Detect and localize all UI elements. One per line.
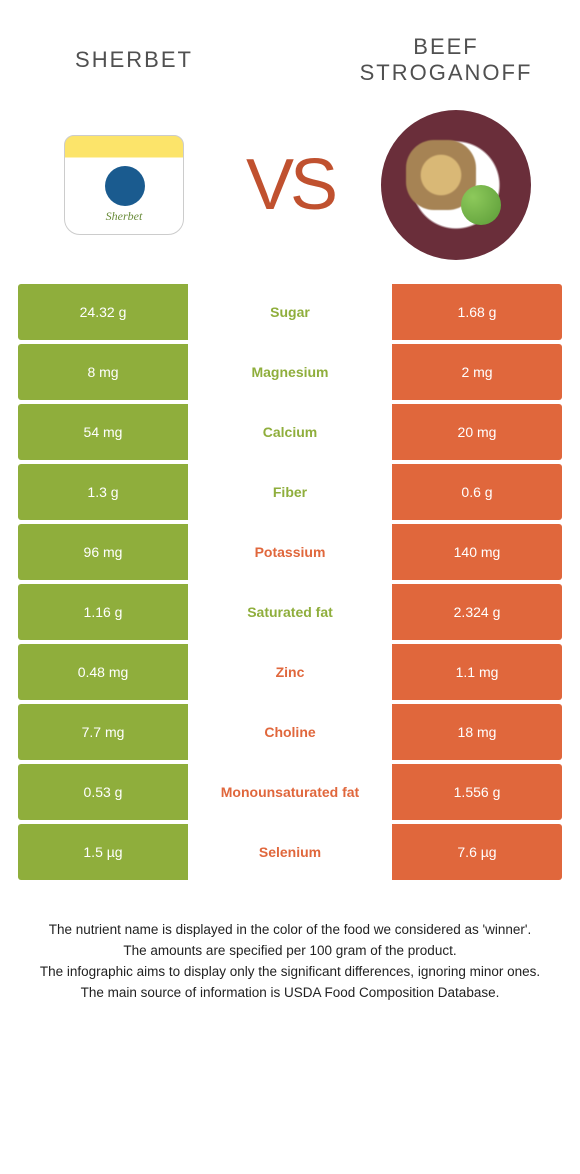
left-value: 96 mg <box>18 524 188 580</box>
right-value: 0.6 g <box>392 464 562 520</box>
comparison-table: 24.32 gSugar1.68 g 8 mgMagnesium2 mg 54 mg… <box>18 284 562 880</box>
nutrient-label: Selenium <box>188 824 392 880</box>
nutrient-label: Saturated fat <box>188 584 392 640</box>
left-food-title: Sherbet <box>18 47 250 73</box>
right-value: 140 mg <box>392 524 562 580</box>
right-value: 18 mg <box>392 704 562 760</box>
nutrient-label: Monounsaturated fat <box>188 764 392 820</box>
nutrient-label: Sugar <box>188 284 392 340</box>
left-value: 0.53 g <box>18 764 188 820</box>
footnote-line: The main source of information is USDA F… <box>28 983 552 1004</box>
left-value: 7.7 mg <box>18 704 188 760</box>
footnote-line: The infographic aims to display only the… <box>28 962 552 983</box>
right-value: 1.556 g <box>392 764 562 820</box>
footnote-line: The nutrient name is displayed in the co… <box>28 920 552 941</box>
nutrient-label: Choline <box>188 704 392 760</box>
left-value: 54 mg <box>18 404 188 460</box>
left-value: 1.5 µg <box>18 824 188 880</box>
left-value: 0.48 mg <box>18 644 188 700</box>
right-value: 1.68 g <box>392 284 562 340</box>
left-value: 24.32 g <box>18 284 188 340</box>
right-value: 2 mg <box>392 344 562 400</box>
nutrient-label: Magnesium <box>188 344 392 400</box>
right-food-title: Beef Stroganoff <box>330 34 562 86</box>
vs-label: VS <box>246 144 334 226</box>
left-value: 8 mg <box>18 344 188 400</box>
images-row: VS <box>18 110 562 260</box>
right-food-image <box>381 110 531 260</box>
nutrient-label: Potassium <box>188 524 392 580</box>
right-value: 20 mg <box>392 404 562 460</box>
left-value: 1.3 g <box>18 464 188 520</box>
left-value: 1.16 g <box>18 584 188 640</box>
nutrient-label: Zinc <box>188 644 392 700</box>
titles-row: Sherbet Beef Stroganoff <box>18 20 562 100</box>
right-value: 2.324 g <box>392 584 562 640</box>
left-food-image <box>49 110 199 260</box>
footnote-line: The amounts are specified per 100 gram o… <box>28 941 552 962</box>
right-value: 1.1 mg <box>392 644 562 700</box>
right-value: 7.6 µg <box>392 824 562 880</box>
nutrient-label: Calcium <box>188 404 392 460</box>
nutrient-label: Fiber <box>188 464 392 520</box>
footnotes: The nutrient name is displayed in the co… <box>18 920 562 1004</box>
